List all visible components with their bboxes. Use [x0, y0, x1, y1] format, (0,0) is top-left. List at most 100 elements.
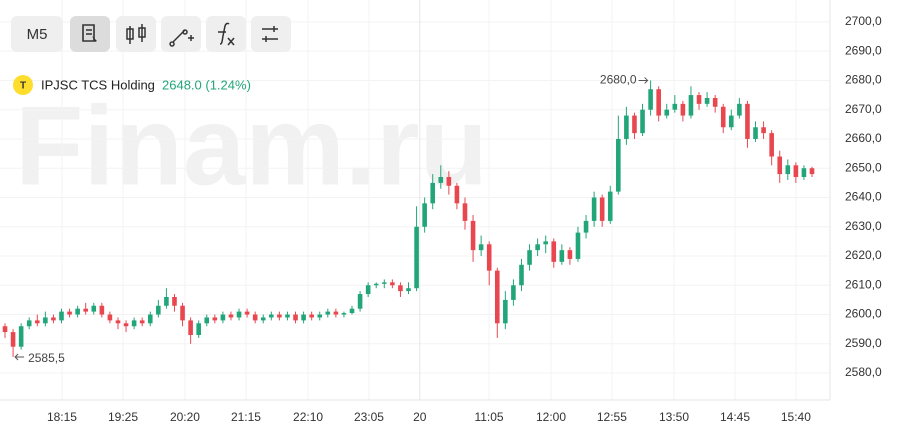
candle-body — [228, 314, 234, 318]
candle-body — [616, 138, 621, 192]
candle-body — [349, 308, 355, 314]
candle-body — [381, 282, 387, 284]
candle-body — [567, 250, 573, 259]
interval-label: M5 — [27, 26, 48, 43]
candle-body — [156, 305, 161, 315]
logo — [13, 75, 33, 95]
notes-icon — [82, 24, 95, 42]
candle-body — [753, 127, 758, 139]
candle-body — [462, 203, 468, 221]
candle-body — [494, 270, 500, 324]
candle-body — [188, 320, 193, 336]
x-tick-label: 21:15 — [231, 410, 261, 424]
x-tick-label: 11:05 — [474, 410, 503, 424]
candle-body — [769, 133, 774, 157]
candles-button[interactable] — [116, 16, 156, 52]
draw-icon — [169, 29, 194, 47]
candle-body — [26, 320, 32, 327]
candle-body — [793, 165, 799, 178]
interval-button[interactable] — [11, 16, 63, 52]
x-tick-label: 22:10 — [293, 410, 323, 424]
y-tick-label: 2700,0 — [845, 14, 882, 28]
candle-body — [172, 296, 177, 306]
settings-button[interactable] — [251, 16, 291, 52]
indicators-icon — [218, 22, 235, 46]
candle-body — [688, 95, 694, 116]
candle-body — [59, 311, 64, 321]
candle-body — [180, 305, 185, 321]
y-tick-label: 2590,0 — [845, 336, 882, 350]
y-tick-label: 2650,0 — [845, 160, 882, 174]
candle-body — [478, 244, 484, 251]
candles-icon — [126, 24, 146, 44]
candle-body — [373, 283, 379, 286]
candle-body — [519, 264, 524, 286]
candle-body — [18, 326, 24, 347]
x-tick-label: 15:40 — [781, 410, 811, 424]
candle-body — [107, 314, 113, 321]
candle-body — [10, 332, 16, 347]
candle-body — [503, 299, 508, 324]
x-tick-label: 20 — [413, 410, 427, 424]
candle-body — [809, 168, 815, 175]
x-tick-label: 12:55 — [597, 410, 627, 424]
candle-body — [430, 182, 436, 204]
candle-body — [285, 314, 290, 318]
candle-body — [704, 98, 710, 104]
logo-text: T — [20, 81, 26, 92]
annotation-arrow — [638, 77, 649, 84]
y-tick-label: 2680,0 — [845, 73, 882, 87]
annotation-label: 2585,5 — [28, 351, 65, 365]
y-tick-label: 2660,0 — [845, 131, 882, 145]
settings-icon — [262, 26, 278, 42]
candle-body — [777, 156, 783, 175]
candle-body — [341, 313, 347, 315]
candle-body — [244, 311, 250, 315]
x-tick-label: 12:00 — [536, 410, 566, 424]
candle-body — [729, 115, 734, 128]
candle-body — [398, 285, 403, 292]
candle-body — [390, 282, 395, 286]
y-tick-label: 2620,0 — [845, 248, 882, 262]
x-tick-label: 14:45 — [720, 410, 750, 424]
x-tick-label: 19:25 — [108, 410, 138, 424]
symbol-price: 2648.0 (1.24%) — [162, 77, 251, 92]
candle-body — [640, 109, 645, 134]
candle-body — [252, 314, 258, 321]
y-tick-label: 2640,0 — [845, 190, 882, 204]
candle-body — [551, 241, 557, 262]
symbol-name: IPJSC TCS Holding — [41, 77, 155, 92]
candle-body — [486, 244, 492, 271]
candle-body — [712, 98, 718, 107]
candle-body — [632, 115, 637, 134]
candle-body — [139, 320, 145, 324]
annotation-label: 2680,0 — [600, 73, 637, 87]
x-tick-label: 23:05 — [354, 410, 384, 424]
indicators-button[interactable] — [206, 16, 246, 52]
candle-body — [123, 323, 129, 327]
candle-body — [309, 314, 314, 318]
candle-body — [745, 103, 750, 139]
candle-body — [333, 311, 339, 315]
candle-body — [680, 103, 686, 116]
candle-body — [277, 314, 282, 318]
candle-body — [115, 320, 121, 324]
candle-body — [51, 317, 56, 321]
candle-body — [43, 317, 48, 324]
candle-body — [196, 323, 201, 336]
candle-body — [91, 305, 97, 312]
candle-body — [164, 296, 169, 306]
candle-body — [317, 314, 323, 318]
candle-body — [511, 285, 516, 300]
x-tick-label: 20:20 — [170, 410, 200, 424]
candle-body — [535, 244, 540, 251]
candle-body — [365, 285, 371, 295]
y-tick-label: 2670,0 — [845, 102, 882, 116]
candle-body — [470, 220, 476, 251]
candle-body — [761, 127, 766, 134]
candle-body — [204, 317, 210, 324]
candle-body — [648, 89, 653, 110]
candle-body — [422, 203, 427, 227]
y-tick-label: 2580,0 — [845, 365, 882, 379]
candle-body — [236, 311, 242, 318]
